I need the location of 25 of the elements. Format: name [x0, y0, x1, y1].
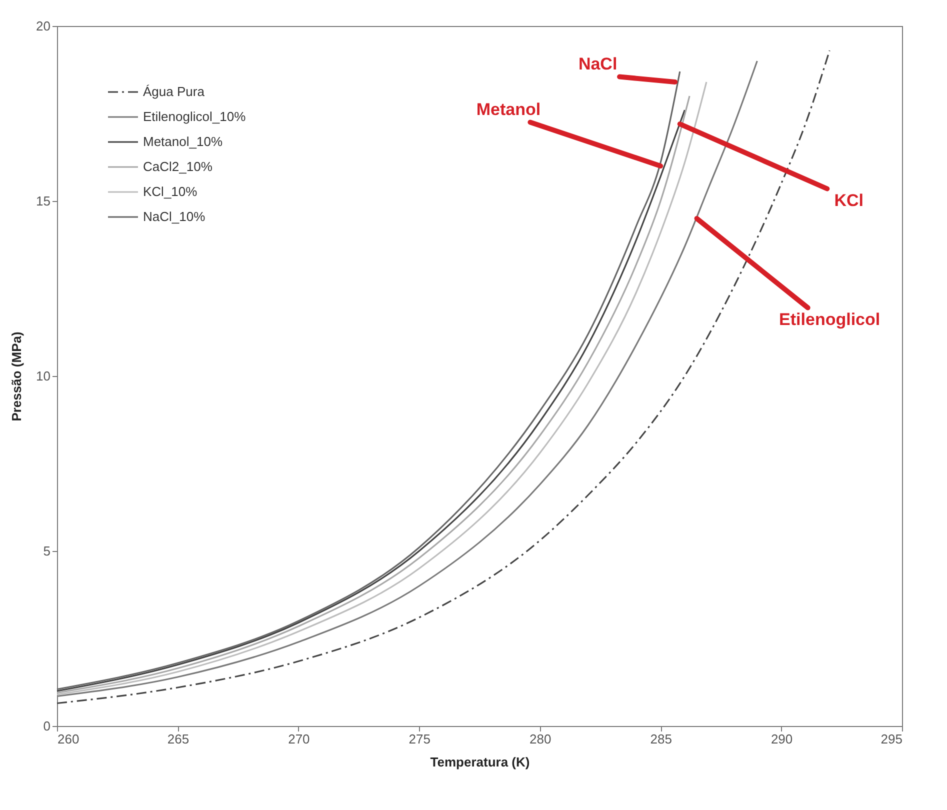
- legend-label: KCl_10%: [143, 184, 198, 199]
- x-tick-label: 260: [58, 732, 80, 746]
- x-tick-label: 295: [880, 732, 902, 746]
- legend-label: Água Pura: [143, 84, 206, 99]
- x-axis-title: Temperatura (K): [430, 754, 530, 770]
- y-tick-label: 20: [36, 18, 50, 34]
- legend-label: NaCl_10%: [143, 209, 206, 224]
- x-tick-label: 265: [167, 732, 190, 746]
- annotation: Etilenoglicol: [779, 310, 880, 329]
- x-tick-label: 275: [408, 732, 430, 746]
- legend-label: Etilenoglicol_10%: [143, 109, 246, 124]
- legend-label: CaCl2_10%: [143, 159, 213, 174]
- y-tick-label: 15: [36, 194, 50, 208]
- y-tick-label: 10: [36, 368, 50, 384]
- y-axis-title: Pressão (MPa): [9, 332, 24, 422]
- annotation: NaCl: [578, 54, 618, 74]
- annotation: Metanol: [476, 100, 541, 119]
- y-tick-label: 5: [43, 544, 50, 558]
- y-tick-label: 0: [43, 718, 50, 734]
- x-tick-label: 290: [770, 732, 793, 746]
- legend-label: Metanol_10%: [143, 134, 223, 149]
- x-tick-label: 270: [288, 732, 310, 746]
- annotation: KCl: [834, 191, 864, 210]
- x-tick-label: 280: [530, 732, 552, 746]
- x-tick-label: 285: [650, 732, 672, 746]
